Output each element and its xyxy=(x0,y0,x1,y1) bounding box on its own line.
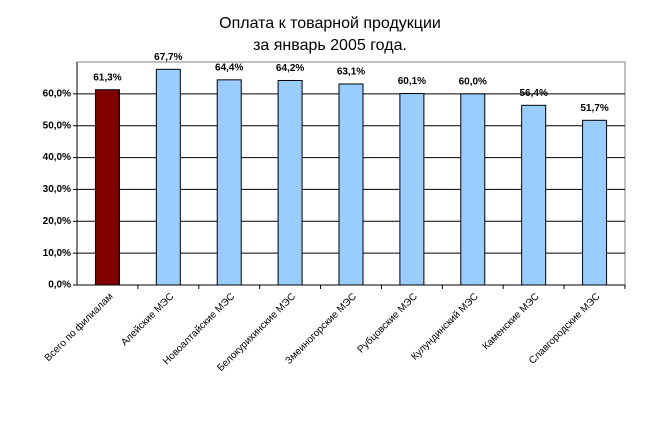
x-tick-label: Славгородские МЭС xyxy=(527,291,602,366)
x-tick-label: Каменские МЭС xyxy=(481,291,542,352)
value-label: 64,4% xyxy=(215,62,243,73)
y-tick-label: 50,0% xyxy=(43,120,71,131)
bar xyxy=(216,79,242,286)
x-tick-label: Кулундинский МЭС xyxy=(409,291,480,362)
y-tick-label: 10,0% xyxy=(43,248,71,259)
bar xyxy=(399,93,425,286)
y-tick-label: 20,0% xyxy=(43,216,71,227)
value-label: 67,7% xyxy=(154,52,182,63)
bar xyxy=(460,93,486,286)
bar xyxy=(338,83,364,286)
y-tick-label: 40,0% xyxy=(43,152,71,163)
value-label: 56,4% xyxy=(519,88,547,99)
value-label: 64,2% xyxy=(276,63,304,74)
value-label: 61,3% xyxy=(93,72,121,83)
value-label: 63,1% xyxy=(337,67,365,78)
chart-title: за январь 2005 года. xyxy=(253,37,407,54)
chart-title: Оплата к товарной продукции xyxy=(219,15,441,32)
x-tick-label: Всего по филиалам xyxy=(42,290,116,364)
y-tick-label: 0,0% xyxy=(48,280,71,291)
bar xyxy=(582,119,608,286)
value-label: 60,1% xyxy=(398,76,426,87)
y-tick-label: 60,0% xyxy=(43,88,71,99)
x-tick-label: Алейские МЭС xyxy=(119,291,176,348)
value-label: 51,7% xyxy=(580,103,608,114)
bar xyxy=(155,68,181,286)
bar xyxy=(94,89,120,286)
bar xyxy=(277,79,303,286)
y-tick-label: 30,0% xyxy=(43,184,71,195)
x-tick-label: Рубцовские МЭС xyxy=(355,291,420,356)
bar xyxy=(521,104,547,286)
x-tick-label: Змеиногорские МЭС xyxy=(284,291,359,366)
value-label: 60,0% xyxy=(459,76,487,87)
